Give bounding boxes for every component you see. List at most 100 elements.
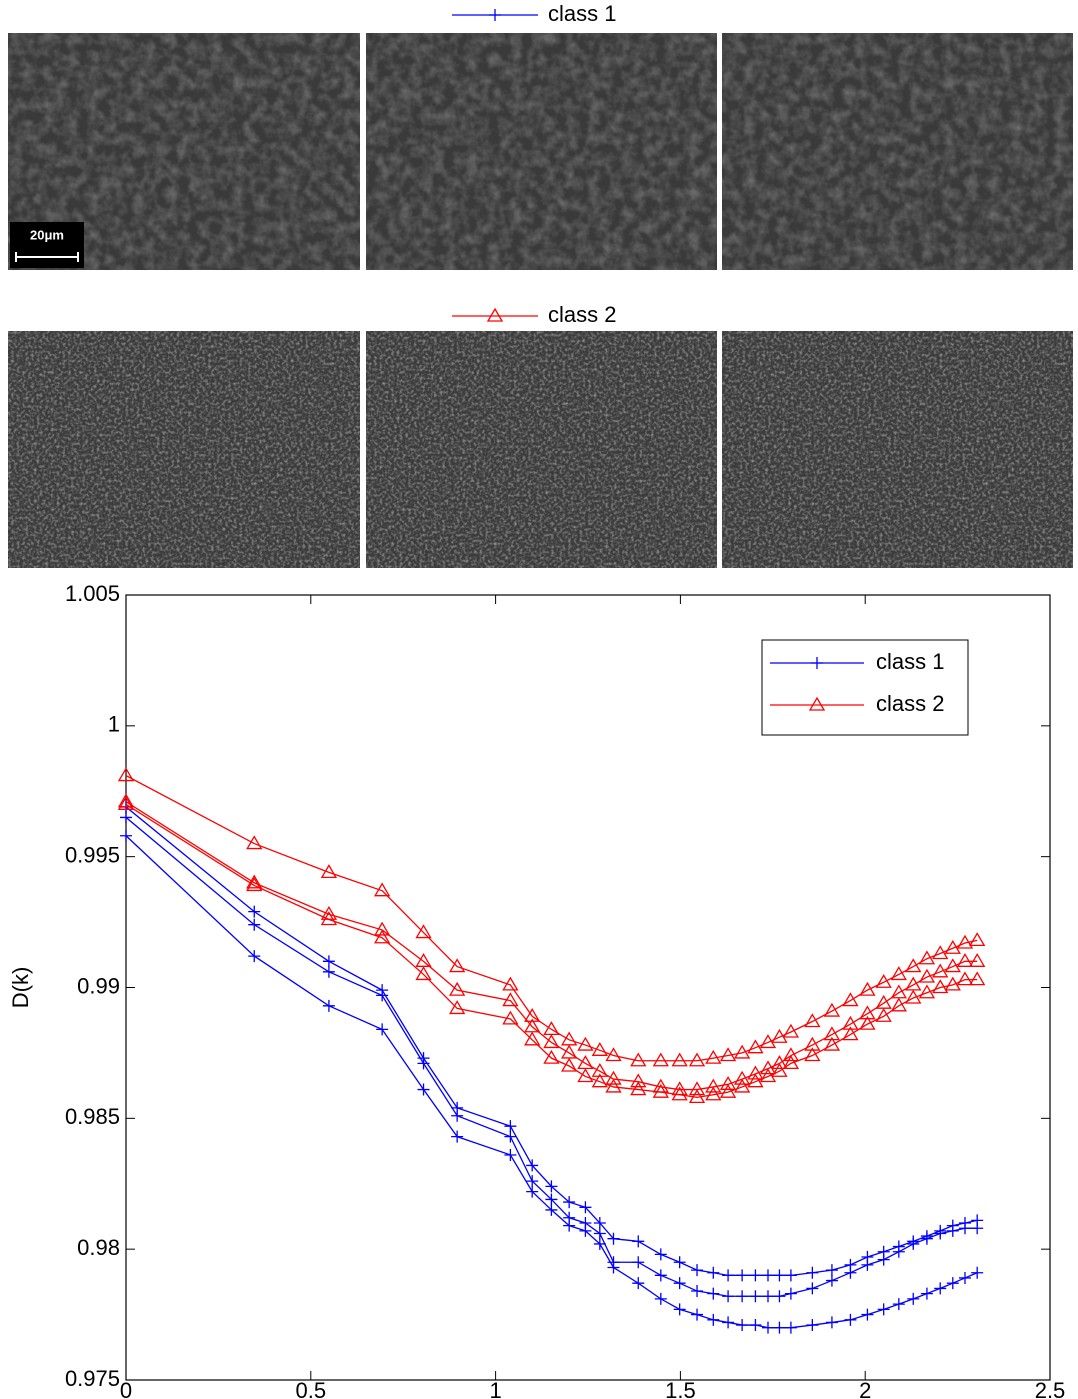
marker xyxy=(773,1321,786,1334)
series-line xyxy=(117,767,986,1067)
marker xyxy=(859,1015,876,1030)
marker xyxy=(691,1264,704,1277)
marker xyxy=(652,1052,669,1067)
legend-label: class 1 xyxy=(876,649,944,674)
marker xyxy=(956,934,974,949)
marker xyxy=(958,1222,971,1235)
marker xyxy=(451,1130,464,1143)
marker xyxy=(944,939,961,954)
marker xyxy=(504,1120,517,1133)
marker xyxy=(946,1224,959,1237)
marker xyxy=(808,696,826,711)
marker xyxy=(417,1083,430,1096)
marker xyxy=(705,1049,722,1064)
marker xyxy=(502,976,519,991)
legend-box xyxy=(761,639,969,736)
line xyxy=(125,801,978,1091)
marker xyxy=(782,1055,800,1070)
marker xyxy=(320,911,338,926)
series-line xyxy=(120,811,984,1303)
marker xyxy=(890,997,907,1012)
marker xyxy=(736,1319,749,1332)
y-tick-label: 0.975 xyxy=(65,1366,120,1391)
marker xyxy=(958,1271,971,1284)
x-tick-label: 0 xyxy=(120,1378,132,1399)
x-tick-label: 0.5 xyxy=(296,1378,327,1399)
marker xyxy=(782,1023,800,1038)
marker xyxy=(526,1175,539,1188)
marker xyxy=(630,1052,647,1067)
marker xyxy=(969,971,986,986)
marker xyxy=(543,1034,560,1049)
scale-bar-box xyxy=(10,222,84,268)
marker xyxy=(545,1193,558,1206)
marker xyxy=(545,1180,558,1193)
marker xyxy=(630,1081,647,1096)
marker xyxy=(771,1028,788,1043)
marker xyxy=(688,1089,706,1104)
marker xyxy=(736,1269,749,1282)
marker xyxy=(563,1219,576,1232)
micrograph-texture xyxy=(722,33,1073,270)
marker xyxy=(761,1321,774,1334)
marker xyxy=(842,1026,859,1041)
marker xyxy=(861,1258,874,1271)
y-tick-label: 1.005 xyxy=(65,581,120,606)
marker xyxy=(918,984,936,999)
marker xyxy=(823,1036,841,1051)
marker xyxy=(707,1313,720,1326)
marker xyxy=(719,1083,737,1098)
row-labels: class 1 class 2 xyxy=(452,1,616,327)
marker xyxy=(806,1266,819,1279)
marker xyxy=(524,1031,541,1046)
marker xyxy=(117,796,135,810)
micrograph-texture xyxy=(8,331,360,568)
marker xyxy=(526,1159,539,1172)
marker xyxy=(875,973,892,988)
marker xyxy=(117,793,135,808)
marker xyxy=(415,966,432,981)
marker xyxy=(705,1086,722,1101)
marker xyxy=(907,1292,920,1305)
y-axis-label: D(k) xyxy=(8,967,33,1009)
marker xyxy=(749,1319,762,1332)
marker xyxy=(825,1264,838,1277)
marker xyxy=(579,1224,592,1237)
marker xyxy=(784,1269,797,1282)
marker xyxy=(449,1000,466,1015)
marker xyxy=(502,1010,519,1025)
marker xyxy=(859,981,876,996)
marker xyxy=(920,1232,933,1245)
line xyxy=(125,835,978,1329)
micrograph-row-2 xyxy=(8,331,1073,568)
marker xyxy=(320,864,338,879)
marker xyxy=(504,1130,517,1143)
marker xyxy=(504,1148,517,1161)
row-label: class 1 xyxy=(548,1,616,26)
marker xyxy=(956,971,974,986)
line xyxy=(125,803,978,1099)
marker xyxy=(671,1086,688,1101)
marker xyxy=(733,1078,751,1093)
marker xyxy=(722,1316,735,1329)
marker xyxy=(971,1222,984,1235)
marker xyxy=(905,989,922,1004)
marker xyxy=(932,963,949,978)
marker xyxy=(773,1290,786,1303)
marker xyxy=(120,811,132,824)
marker xyxy=(374,921,391,936)
series-line xyxy=(120,800,984,1282)
marker xyxy=(248,950,261,963)
marker xyxy=(579,1201,592,1214)
marker xyxy=(747,1039,764,1054)
line xyxy=(125,774,978,1062)
marker xyxy=(719,1047,737,1062)
marker xyxy=(890,966,907,981)
marker xyxy=(630,1073,647,1088)
marker xyxy=(707,1287,720,1300)
micrograph-texture xyxy=(722,331,1073,568)
micrograph-texture xyxy=(366,33,717,270)
marker xyxy=(654,1248,667,1261)
line xyxy=(125,806,978,1276)
